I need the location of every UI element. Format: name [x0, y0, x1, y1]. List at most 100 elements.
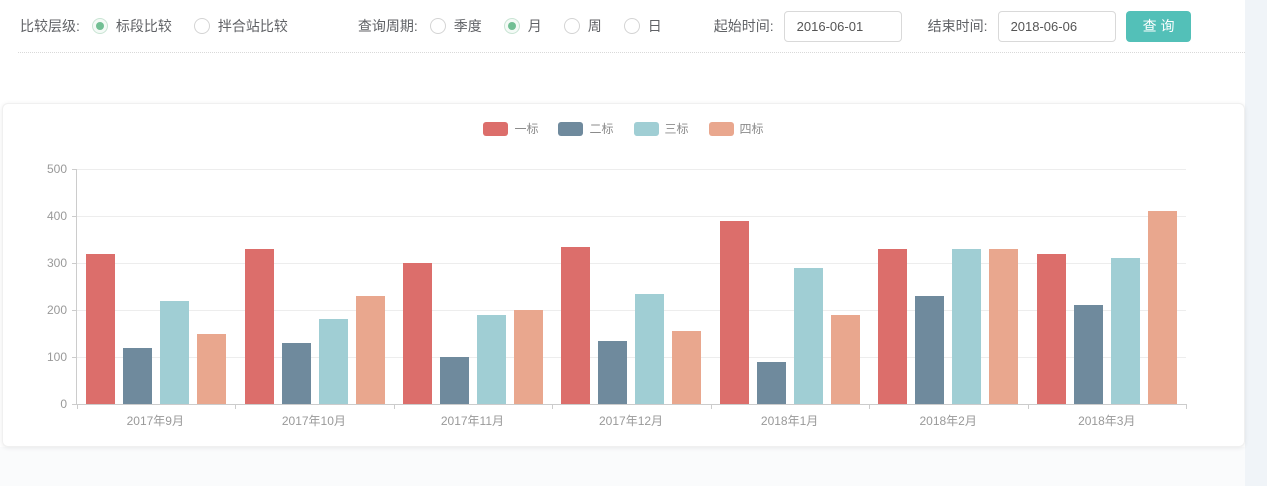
y-axis-tick-mark: [72, 357, 77, 358]
bar-三标-2018年3月[interactable]: [1110, 258, 1140, 404]
chart-card: 一标 二标 三标 四标 0 100 200 300 400 500 2017年9月 2017年10…: [2, 103, 1245, 447]
radio-circle-icon[interactable]: [563, 18, 580, 34]
radio-dot-icon: [507, 22, 516, 30]
bar-二标-2017年12月[interactable]: [598, 340, 628, 404]
bar-一标-2017年9月[interactable]: [86, 253, 116, 404]
compare-level-radio-label: 拌合站比较: [217, 18, 288, 34]
query-button[interactable]: 查 询: [1125, 10, 1192, 42]
bar-group-2017年10月: [235, 169, 393, 404]
legend-label: 二标: [589, 122, 614, 136]
compare-level-radio-0[interactable]: 标段比较: [91, 16, 172, 36]
start-time-group: 起始时间:: [713, 10, 902, 42]
x-axis-category-label: 2018年1月: [760, 414, 819, 428]
x-axis-category-label: 2017年10月: [281, 414, 346, 428]
end-time-label: 结束时间:: [927, 18, 988, 34]
bar-三标-2017年9月[interactable]: [160, 300, 190, 404]
compare-level-radio-1[interactable]: 拌合站比较: [193, 16, 288, 36]
bar-group-2018年2月: [869, 169, 1027, 404]
legend-item-一标[interactable]: 一标: [483, 120, 538, 137]
bar-一标-2018年1月[interactable]: [719, 220, 749, 404]
y-axis-tick-label: 500: [46, 162, 67, 176]
radio-circle-icon[interactable]: [429, 18, 446, 34]
bar-四标-2018年1月[interactable]: [830, 314, 860, 404]
y-axis-tick-mark: [72, 169, 77, 170]
page-background: [0, 447, 1245, 486]
x-axis-tick-mark: [710, 404, 712, 409]
bar-四标-2017年10月[interactable]: [355, 295, 385, 404]
start-time-input[interactable]: [783, 10, 902, 42]
bar-三标-2017年12月[interactable]: [635, 293, 665, 404]
y-axis-tick-mark: [72, 263, 77, 264]
y-axis-tick-mark: [72, 404, 77, 405]
radio-circle-icon[interactable]: [91, 18, 108, 34]
legend-swatch-icon: [558, 121, 584, 136]
y-axis-tick-label: 100: [46, 350, 67, 364]
bar-groups: [77, 169, 1186, 404]
legend-item-四标[interactable]: 四标: [708, 120, 764, 137]
legend-swatch-icon: [633, 121, 659, 136]
bar-四标-2017年9月[interactable]: [197, 333, 227, 404]
bar-四标-2018年2月[interactable]: [989, 248, 1019, 404]
gridline-y-200: [77, 310, 1186, 311]
radio-circle-icon[interactable]: [503, 18, 520, 34]
query-period-radio-2[interactable]: 周: [563, 16, 602, 36]
bar-一标-2017年11月[interactable]: [403, 263, 433, 404]
bar-四标-2018年3月[interactable]: [1147, 211, 1177, 404]
y-axis-tick-label: 300: [46, 256, 67, 270]
radio-dot-icon: [95, 22, 104, 30]
y-axis-tick-mark: [72, 216, 77, 217]
legend-item-三标[interactable]: 三标: [633, 120, 689, 137]
query-period-radio-group: 季度 月 周 日: [429, 16, 684, 36]
bar-二标-2017年11月[interactable]: [440, 357, 470, 404]
y-axis-tick-label: 200: [46, 303, 67, 317]
bar-group-2018年1月: [711, 169, 869, 404]
x-axis-tick-mark: [552, 404, 554, 409]
bar-二标-2017年10月[interactable]: [281, 342, 311, 404]
x-axis-tick-mark: [235, 404, 237, 409]
legend-swatch-icon: [483, 121, 509, 136]
query-period-radio-3[interactable]: 日: [623, 16, 662, 36]
bar-三标-2018年2月[interactable]: [952, 248, 982, 404]
x-axis-tick-mark: [869, 404, 871, 409]
compare-level-radio-label: 标段比较: [115, 18, 172, 34]
bar-三标-2017年11月[interactable]: [477, 314, 507, 404]
end-time-input[interactable]: [997, 10, 1116, 42]
legend-label: 三标: [664, 122, 689, 136]
legend-label: 四标: [739, 122, 764, 136]
x-axis-tick-mark: [1186, 404, 1187, 409]
bar-二标-2018年3月[interactable]: [1073, 305, 1103, 404]
bar-group-2017年11月: [394, 169, 552, 404]
radio-circle-icon[interactable]: [193, 18, 210, 34]
bar-三标-2017年10月[interactable]: [318, 319, 348, 404]
y-axis-tick-label: 400: [46, 209, 67, 223]
bar-group-2017年9月: [77, 169, 235, 404]
bar-四标-2017年12月[interactable]: [672, 331, 702, 404]
bar-二标-2018年2月[interactable]: [915, 295, 945, 404]
x-axis-tick-mark: [1027, 404, 1029, 409]
bar-四标-2017年11月[interactable]: [514, 310, 544, 404]
x-axis-category-label: 2018年2月: [919, 414, 977, 428]
bar-一标-2017年10月[interactable]: [244, 248, 274, 404]
query-period-radio-0[interactable]: 季度: [429, 16, 482, 36]
bar-二标-2017年9月[interactable]: [123, 347, 153, 404]
legend-item-二标[interactable]: 二标: [558, 120, 614, 137]
gridline-y-400: [77, 216, 1186, 217]
query-period-radio-label: 季度: [453, 18, 482, 34]
bar-chart-plot: 0 100 200 300 400 500: [47, 162, 1187, 411]
radio-circle-icon[interactable]: [623, 18, 640, 34]
bar-group-2018年3月: [1028, 169, 1186, 404]
query-period-group: 查询周期: 季度 月 周 日: [358, 16, 684, 36]
bar-一标-2018年3月[interactable]: [1036, 253, 1066, 404]
query-period-label: 查询周期:: [357, 18, 418, 34]
gridline-y-100: [77, 357, 1186, 358]
divider: [18, 52, 1245, 53]
start-time-label: 起始时间:: [713, 18, 774, 34]
query-period-radio-label: 周: [587, 18, 602, 34]
bar-一标-2018年2月[interactable]: [878, 248, 908, 404]
bar-二标-2018年1月[interactable]: [756, 361, 786, 404]
query-period-radio-1[interactable]: 月: [503, 16, 542, 36]
x-axis-tick-mark: [393, 404, 395, 409]
bar-一标-2017年12月[interactable]: [561, 246, 591, 404]
bar-三标-2018年1月[interactable]: [793, 267, 823, 404]
